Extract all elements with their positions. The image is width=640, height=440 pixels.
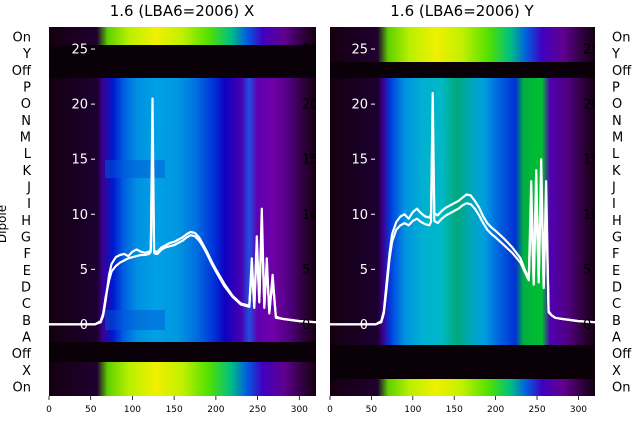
overlay-y-tick-label-right: 15 xyxy=(302,153,319,168)
row-label: F xyxy=(612,247,619,262)
row-label: K xyxy=(612,164,621,179)
overlay-y-tick-label: 20 xyxy=(71,98,88,113)
panel-title: 1.6 (LBA6=2006) X xyxy=(110,2,255,20)
overlay-y-tick-label-right: 20 xyxy=(583,98,600,113)
row-label: X xyxy=(612,364,621,379)
row-label: J xyxy=(611,181,616,196)
row-label: H xyxy=(612,214,622,229)
x-tick-label: 150 xyxy=(166,405,183,415)
overlay-lines xyxy=(49,97,316,326)
panel-title: 1.6 (LBA6=2006) Y xyxy=(390,2,534,20)
overlay-y-tick-label: 15 xyxy=(71,153,88,168)
x-tick-label: 200 xyxy=(487,405,504,415)
row-label: Off xyxy=(12,64,32,79)
x-tick-label: 50 xyxy=(366,405,378,415)
row-label: P xyxy=(612,81,620,96)
row-label: On xyxy=(612,381,630,396)
x-tick-label: 0 xyxy=(327,405,333,415)
row-label: On xyxy=(13,31,31,46)
overlay-y-tick-label: 10 xyxy=(351,208,368,223)
row-label: J xyxy=(26,181,31,196)
row-label: D xyxy=(612,281,622,296)
row-label: L xyxy=(24,147,32,162)
overlay-y-tick-label: 0 xyxy=(80,318,88,333)
x-tick-label: 300 xyxy=(291,405,308,415)
row-label: Y xyxy=(611,47,620,62)
row-label: H xyxy=(21,214,31,229)
x-tick-label: 100 xyxy=(404,405,421,415)
panel-x: 1.6 (LBA6=2006) X Dipole OnXOffABCDEFGHI… xyxy=(0,2,319,415)
row-label: F xyxy=(24,247,31,262)
row-label: X xyxy=(22,364,31,379)
overlay-y-tick-label-right: 20 xyxy=(302,98,319,113)
overlay-line xyxy=(49,136,316,326)
row-label: N xyxy=(21,114,31,129)
row-label: B xyxy=(22,314,31,329)
row-label: M xyxy=(612,131,623,146)
y-axis-label: Dipole xyxy=(0,205,9,243)
x-tick-label: 0 xyxy=(46,405,52,415)
row-label: P xyxy=(23,81,31,96)
row-label: Off xyxy=(12,347,32,362)
row-label: G xyxy=(21,231,31,246)
row-label: On xyxy=(13,381,31,396)
row-label: K xyxy=(22,164,31,179)
overlay-y-tick-label: 25 xyxy=(351,43,368,58)
row-label: O xyxy=(612,97,622,112)
overlay-y-tick-label-right: 5 xyxy=(583,263,591,278)
row-label: E xyxy=(23,264,31,279)
row-label: B xyxy=(612,314,621,329)
overlay-y-tick-label: 5 xyxy=(360,263,368,278)
row-label: Off xyxy=(612,347,632,362)
heatmap-x xyxy=(49,27,316,396)
row-label: G xyxy=(612,231,622,246)
overlay-y-tick-label-right: 10 xyxy=(302,208,319,223)
x-tick-label: 250 xyxy=(249,405,266,415)
overlay-y-tick-label-right: 15 xyxy=(583,153,600,168)
row-label: A xyxy=(22,331,31,346)
row-label: D xyxy=(21,281,31,296)
overlay-y-tick-label-right: 0 xyxy=(302,318,310,333)
row-label: E xyxy=(612,264,620,279)
overlay-y-tick-label-right: 0 xyxy=(583,318,591,333)
x-tick-label: 50 xyxy=(85,405,97,415)
overlay-y-tick-label-right: 25 xyxy=(583,43,600,58)
overlay-y-tick-label-right: 25 xyxy=(302,43,319,58)
overlay-y-tick-label: 15 xyxy=(351,153,368,168)
overlay-y-tick-label: 0 xyxy=(360,318,368,333)
overlay-y-tick-label: 5 xyxy=(80,263,88,278)
row-label: On xyxy=(612,31,630,46)
row-label: I xyxy=(27,197,31,212)
x-tick-label: 150 xyxy=(446,405,463,415)
row-label: L xyxy=(612,147,620,162)
overlay-y-tick-label-right: 10 xyxy=(583,208,600,223)
row-label: N xyxy=(612,114,622,129)
overlay-y-tick-label: 25 xyxy=(71,43,88,58)
row-label: C xyxy=(22,297,31,312)
row-label: O xyxy=(21,97,31,112)
row-label: C xyxy=(612,297,621,312)
row-label: A xyxy=(612,331,621,346)
x-tick-label: 100 xyxy=(124,405,141,415)
row-label: Off xyxy=(612,64,632,79)
overlay-y-tick-label: 20 xyxy=(351,98,368,113)
x-tick-label: 300 xyxy=(570,405,587,415)
overlay-line xyxy=(330,114,595,326)
row-label: I xyxy=(612,197,616,212)
overlay-lines xyxy=(330,92,595,326)
overlay-y-tick-label-right: 5 xyxy=(302,263,310,278)
row-label: M xyxy=(20,131,31,146)
row-label: Y xyxy=(22,47,31,62)
panel-y: 1.6 (LBA6=2006) Y OnXOffABCDEFGHIJKLMNOP… xyxy=(327,2,632,415)
x-tick-label: 200 xyxy=(207,405,224,415)
overlay-y-tick-label: 10 xyxy=(71,208,88,223)
x-tick-label: 250 xyxy=(528,405,545,415)
heatmap-y xyxy=(330,27,595,396)
